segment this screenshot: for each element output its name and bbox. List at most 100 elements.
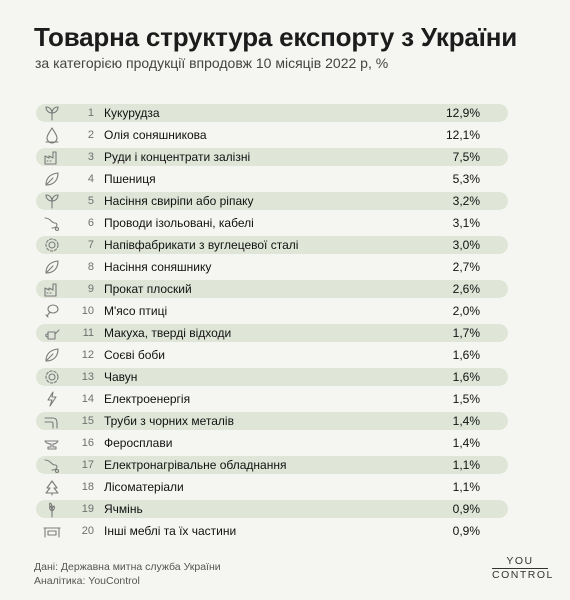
row-rank: 16 bbox=[81, 437, 94, 449]
row-category: Макуха, тверді відходи bbox=[104, 326, 232, 340]
table-row: 10 М'ясо птиці 2,0% bbox=[36, 300, 508, 322]
row-value: 1,6% bbox=[452, 348, 480, 362]
leaf-icon bbox=[41, 258, 63, 276]
table-row: 13 Чавун 1,6% bbox=[36, 366, 508, 388]
row-rank: 3 bbox=[87, 151, 94, 163]
row-category: Прокат плоский bbox=[104, 282, 192, 296]
youcontrol-logo: YOU CONTROL bbox=[492, 556, 554, 581]
oil-drop-icon bbox=[41, 126, 63, 144]
drumstick-icon bbox=[41, 302, 63, 320]
leaf-icon bbox=[41, 170, 63, 188]
row-value: 1,1% bbox=[452, 480, 480, 494]
row-value: 3,1% bbox=[452, 216, 480, 230]
row-category: Напівфабрикати з вуглецевої сталі bbox=[104, 238, 299, 252]
page-subtitle: за категорією продукції впродовж 10 міся… bbox=[35, 55, 389, 71]
row-value: 1,4% bbox=[452, 414, 480, 428]
sprout-icon bbox=[41, 104, 63, 122]
row-value: 3,0% bbox=[452, 238, 480, 252]
cable-icon bbox=[41, 456, 63, 474]
table-row: 14 Електроенергія 1,5% bbox=[36, 388, 508, 410]
row-value: 2,0% bbox=[452, 304, 480, 318]
table-row: 16 Феросплави 1,4% bbox=[36, 432, 508, 454]
row-band bbox=[36, 104, 508, 122]
row-rank: 20 bbox=[81, 525, 94, 537]
row-rank: 8 bbox=[87, 261, 94, 273]
row-category: Соєві боби bbox=[104, 348, 165, 362]
row-value: 1,6% bbox=[452, 370, 480, 384]
row-category: Електронагрівальне обладнання bbox=[104, 458, 287, 472]
row-rank: 7 bbox=[87, 239, 94, 251]
row-rank: 11 bbox=[82, 327, 94, 339]
row-value: 5,3% bbox=[452, 172, 480, 186]
row-value: 0,9% bbox=[452, 502, 480, 516]
gear-icon bbox=[41, 236, 63, 254]
row-value: 2,6% bbox=[452, 282, 480, 296]
row-rank: 14 bbox=[81, 393, 94, 405]
table-row: 17 Електронагрівальне обладнання 1,1% bbox=[36, 454, 508, 476]
row-band bbox=[36, 500, 508, 518]
row-category: Труби з чорних металів bbox=[104, 414, 234, 428]
table-row: 11 Макуха, тверді відходи 1,7% bbox=[36, 322, 508, 344]
row-category: Інші меблі та їх частини bbox=[104, 524, 237, 538]
row-rank: 5 bbox=[87, 195, 94, 207]
row-band bbox=[36, 368, 508, 386]
page-title: Товарна структура експорту з України bbox=[34, 22, 518, 52]
lightning-icon bbox=[41, 390, 63, 408]
row-band bbox=[36, 324, 508, 342]
source-note: Дані: Державна митна служба України bbox=[34, 561, 221, 573]
row-band bbox=[36, 412, 508, 430]
row-value: 0,9% bbox=[452, 524, 480, 538]
row-category: Кукурудза bbox=[104, 106, 160, 120]
gear-icon bbox=[41, 368, 63, 386]
row-category: Пшениця bbox=[104, 172, 156, 186]
watering-can-icon bbox=[41, 324, 63, 342]
row-category: Насіння свиріпи або ріпаку bbox=[104, 194, 254, 208]
table-row: 4 Пшениця 5,3% bbox=[36, 168, 508, 190]
leaf-icon bbox=[41, 346, 63, 364]
row-category: М'ясо птиці bbox=[104, 304, 168, 318]
ranking-table: 1 Кукурудза 12,9% 2 Олія соняшникова 12,1% 3 Ру… bbox=[36, 102, 508, 542]
factory-icon bbox=[41, 148, 63, 166]
furniture-icon bbox=[41, 522, 63, 540]
row-value: 1,5% bbox=[452, 392, 480, 406]
row-category: Олія соняшникова bbox=[104, 128, 207, 142]
table-row: 6 Проводи ізольовані, кабелі 3,1% bbox=[36, 212, 508, 234]
row-rank: 6 bbox=[87, 217, 94, 229]
row-value: 2,7% bbox=[452, 260, 480, 274]
anvil-icon bbox=[41, 434, 63, 452]
row-value: 1,1% bbox=[452, 458, 480, 472]
row-category: Проводи ізольовані, кабелі bbox=[104, 216, 254, 230]
row-value: 1,4% bbox=[452, 436, 480, 450]
row-category: Насіння соняшнику bbox=[104, 260, 212, 274]
table-row: 19 Ячмінь 0,9% bbox=[36, 498, 508, 520]
row-rank: 4 bbox=[87, 173, 94, 185]
row-rank: 1 bbox=[87, 107, 94, 119]
row-category: Ячмінь bbox=[104, 502, 143, 516]
row-rank: 12 bbox=[81, 349, 94, 361]
table-row: 15 Труби з чорних металів 1,4% bbox=[36, 410, 508, 432]
logo-line-2: CONTROL bbox=[492, 568, 554, 581]
table-row: 9 Прокат плоский 2,6% bbox=[36, 278, 508, 300]
table-row: 3 Руди і концентрати залізні 7,5% bbox=[36, 146, 508, 168]
row-value: 7,5% bbox=[452, 150, 480, 164]
grain-icon bbox=[41, 500, 63, 518]
row-rank: 18 bbox=[81, 481, 94, 493]
analytics-note: Аналітика: YouControl bbox=[34, 575, 140, 587]
cable-icon bbox=[41, 214, 63, 232]
row-rank: 2 bbox=[87, 129, 94, 141]
row-rank: 10 bbox=[81, 305, 94, 317]
row-value: 12,1% bbox=[445, 128, 480, 142]
row-category: Руди і концентрати залізні bbox=[104, 150, 251, 164]
table-row: 8 Насіння соняшнику 2,7% bbox=[36, 256, 508, 278]
row-band bbox=[36, 236, 508, 254]
row-value: 12,9% bbox=[445, 106, 480, 120]
factory-icon bbox=[41, 280, 63, 298]
pipe-icon bbox=[41, 412, 63, 430]
row-value: 1,7% bbox=[452, 326, 480, 340]
row-rank: 9 bbox=[87, 283, 94, 295]
row-category: Чавун bbox=[104, 370, 138, 384]
table-row: 12 Соєві боби 1,6% bbox=[36, 344, 508, 366]
row-category: Лісоматеріали bbox=[104, 480, 184, 494]
sprout-icon bbox=[41, 192, 63, 210]
row-category: Феросплави bbox=[104, 436, 173, 450]
